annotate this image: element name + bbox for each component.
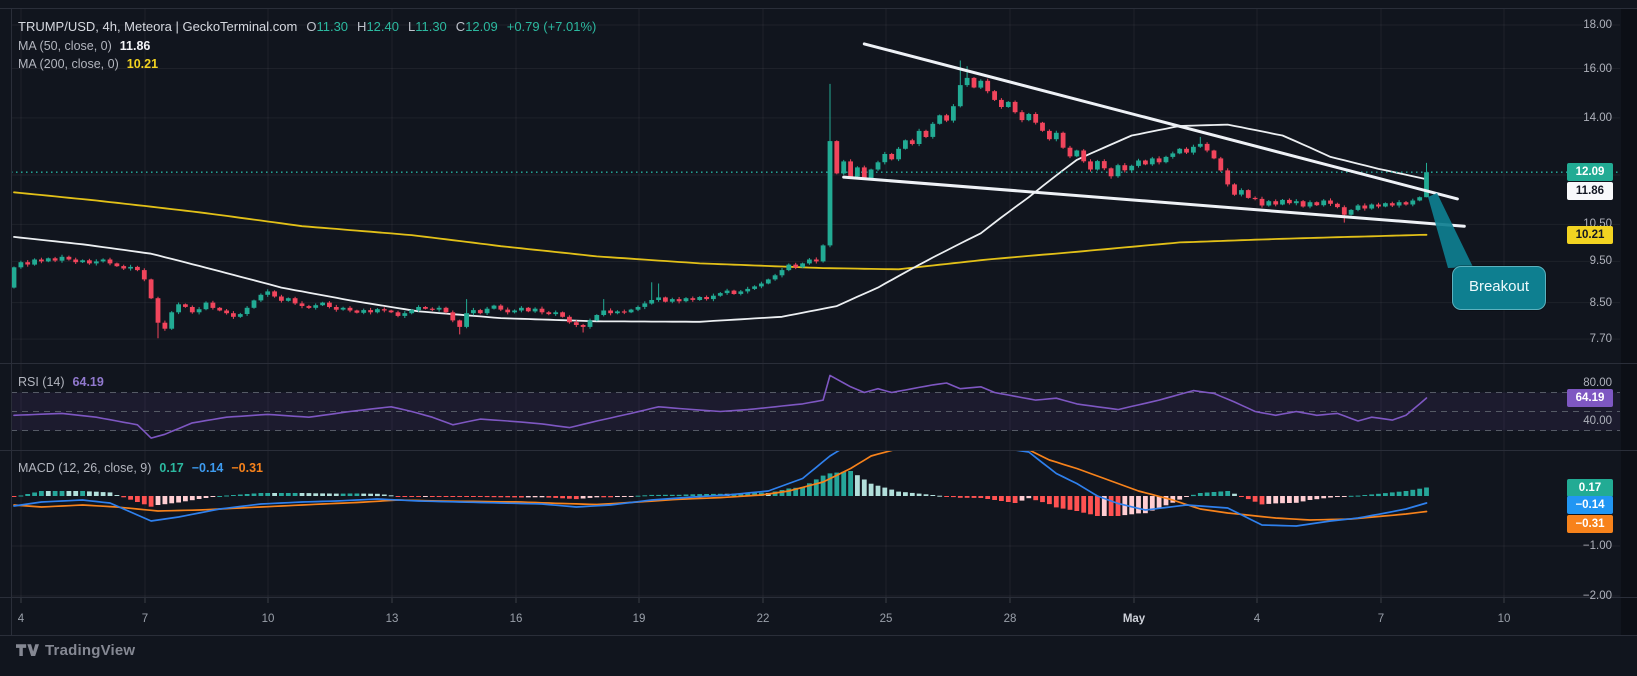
tradingview-logo-text: TradingView — [45, 642, 136, 659]
open-value: 11.30 — [316, 19, 349, 34]
price-badge: 11.86 — [1567, 182, 1613, 200]
ma50-value: 11.86 — [119, 38, 151, 53]
time-axis-label: 7 — [141, 613, 149, 625]
symbol-title[interactable]: TRUMP/USD, 4h, Meteora | GeckoTerminal.c… — [18, 19, 298, 34]
time-axis-label: May — [1122, 613, 1146, 625]
close-label: C — [455, 19, 466, 34]
time-axis-label: 13 — [385, 613, 399, 625]
macd-label[interactable]: MACD (12, 26, close, 9) — [18, 461, 152, 475]
price-badge: 10.21 — [1567, 226, 1613, 244]
price-badge: −0.14 — [1567, 496, 1613, 514]
symbol-row: TRUMP/USD, 4h, Meteora | GeckoTerminal.c… — [18, 19, 596, 35]
price-axis-label: 7.70 — [1589, 333, 1612, 346]
time-axis-label: 7 — [1377, 613, 1385, 625]
time-axis-label: 19 — [632, 613, 646, 625]
breakout-callout-text: Breakout — [1468, 278, 1530, 295]
close-value: 12.09 — [465, 19, 498, 34]
time-axis-label: 10 — [1497, 613, 1511, 625]
macd-legend: MACD (12, 26, close, 9) 0.17 −0.14 −0.31 — [18, 460, 263, 476]
time-axis-label: 25 — [879, 613, 893, 625]
rsi-axis-label: 40.00 — [1583, 415, 1612, 427]
price-axis-label: 16.00 — [1583, 62, 1612, 75]
rsi-value: 64.19 — [72, 375, 104, 389]
price-badge: −0.31 — [1567, 515, 1613, 533]
tradingview-logo[interactable]: TradingView — [16, 642, 135, 659]
time-axis-label: 10 — [261, 613, 275, 625]
macd-hist-value: 0.17 — [159, 461, 184, 475]
price-axis-label: 18.00 — [1583, 18, 1612, 31]
rsi-axis-label: 80.00 — [1583, 377, 1612, 389]
rsi-label[interactable]: RSI (14) — [18, 375, 65, 389]
rsi-legend: RSI (14) 64.19 — [18, 374, 104, 390]
change-value: +0.79 (+7.01%) — [506, 19, 597, 34]
time-axis-label: 22 — [756, 613, 770, 625]
ma200-value: 10.21 — [126, 57, 159, 71]
macd-axis-label: −1.00 — [1582, 540, 1612, 552]
time-axis-label: 16 — [509, 613, 523, 625]
price-axis-label: 14.00 — [1583, 111, 1612, 124]
ma200-label[interactable]: MA (200, close, 0) — [18, 57, 119, 71]
ma50-row: MA (50, close, 0) 11.86 — [18, 38, 596, 54]
macd-line-value: −0.14 — [191, 461, 224, 475]
price-badge: 0.17 — [1567, 479, 1613, 497]
price-axis-label: 8.50 — [1589, 296, 1612, 309]
breakout-callout[interactable]: Breakout — [1452, 266, 1546, 310]
high-value: 12.40 — [366, 19, 399, 34]
tradingview-logo-icon — [16, 644, 39, 656]
price-badge: 12.09 — [1567, 163, 1613, 181]
open-label: O — [306, 19, 317, 34]
low-label: L — [407, 19, 416, 34]
ma200-row: MA (200, close, 0) 10.21 — [18, 56, 596, 72]
macd-axis-label: −2.00 — [1582, 590, 1612, 602]
low-value: 11.30 — [415, 19, 447, 34]
legend: TRUMP/USD, 4h, Meteora | GeckoTerminal.c… — [18, 19, 596, 75]
time-axis-label: 28 — [1003, 613, 1017, 625]
price-badge: 64.19 — [1567, 389, 1613, 407]
time-axis-label: 4 — [17, 613, 25, 625]
price-axis-label: 9.50 — [1589, 255, 1612, 268]
macd-signal-value: −0.31 — [231, 461, 264, 475]
high-label: H — [357, 19, 367, 34]
time-axis-label: 4 — [1253, 613, 1261, 625]
ma50-label[interactable]: MA (50, close, 0) — [18, 38, 112, 53]
